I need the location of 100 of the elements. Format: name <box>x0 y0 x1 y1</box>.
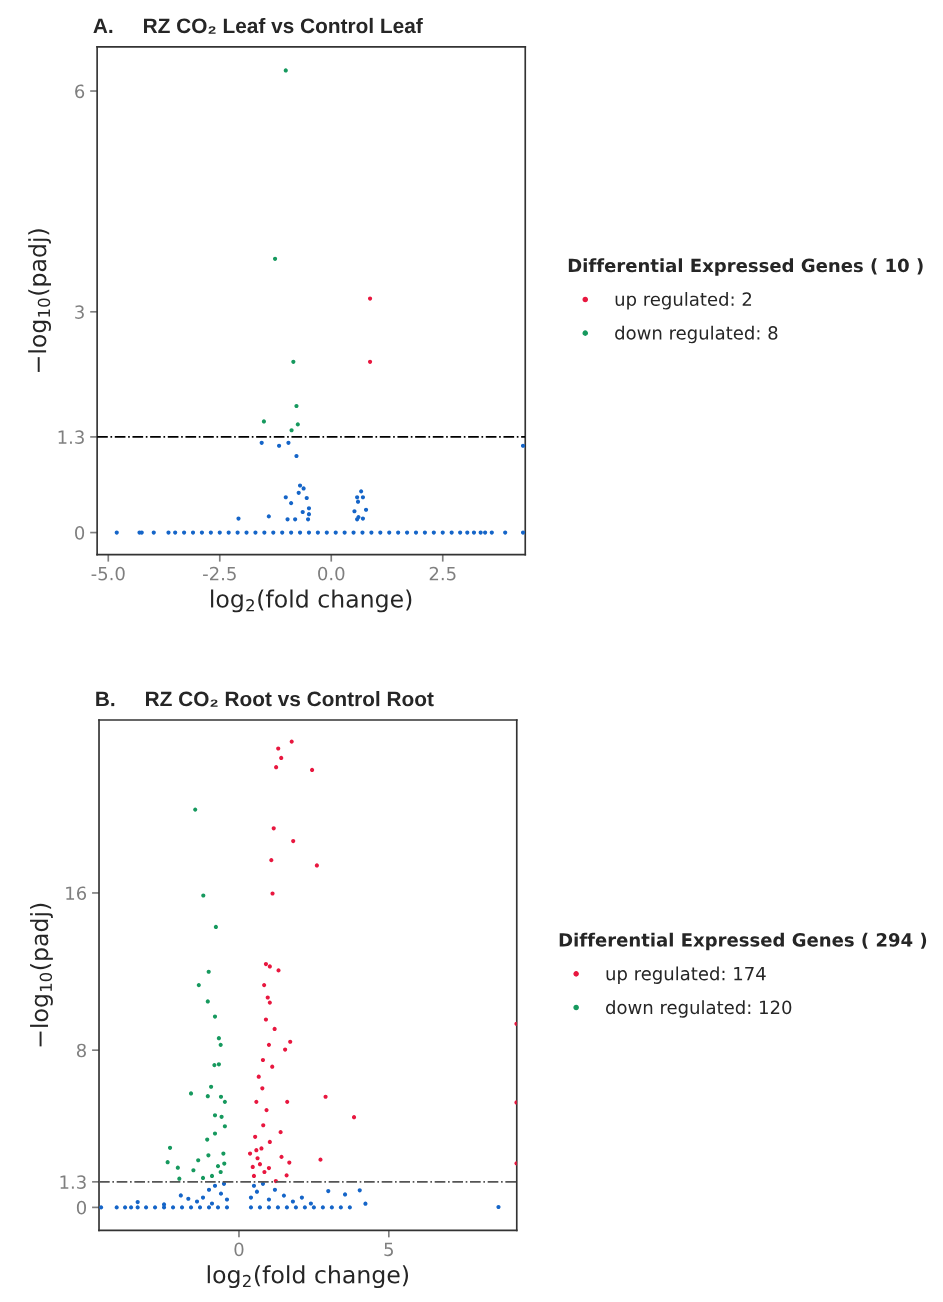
legend-label: up regulated: 2 <box>615 292 752 310</box>
point <box>218 1191 224 1196</box>
point <box>326 1189 331 1194</box>
point <box>261 1123 266 1128</box>
point <box>274 765 279 770</box>
point <box>224 1205 230 1210</box>
point <box>270 891 275 896</box>
point <box>338 1205 343 1210</box>
y-tick-label: 16 <box>66 886 87 901</box>
point <box>357 1188 362 1193</box>
point <box>254 1189 260 1194</box>
point <box>114 1205 119 1210</box>
point <box>206 969 211 974</box>
point <box>224 1197 230 1202</box>
point <box>191 1168 196 1173</box>
point <box>254 1148 259 1153</box>
point <box>253 1134 258 1139</box>
y-tick-label: 1.3 <box>58 430 84 445</box>
point <box>302 1205 307 1210</box>
point <box>267 964 272 969</box>
point <box>281 1193 286 1198</box>
point <box>256 1074 261 1079</box>
point <box>262 1169 267 1175</box>
point <box>123 1205 128 1210</box>
point <box>272 1026 277 1032</box>
y-axis-title: −log$_{10}$(padj) <box>30 903 53 1047</box>
point <box>272 256 278 261</box>
point <box>299 1195 304 1200</box>
point <box>262 983 267 988</box>
point <box>129 1205 134 1210</box>
y-axis-title: −log$_{10}$(padj) <box>28 229 51 372</box>
point <box>257 1205 263 1210</box>
point <box>193 807 198 812</box>
point <box>295 422 300 427</box>
chart-title: A. RZ CO₂ Leaf vs Control Leaf <box>93 17 423 34</box>
point <box>265 995 270 1000</box>
point <box>135 1205 140 1210</box>
point <box>260 1057 266 1063</box>
point <box>284 1205 289 1210</box>
point <box>266 1205 272 1210</box>
point <box>264 1108 269 1113</box>
point <box>288 1039 293 1044</box>
x-axis-title: log$_{2}$(fold change) <box>211 589 412 613</box>
point <box>196 1158 201 1163</box>
point <box>247 1151 253 1156</box>
point <box>218 1042 223 1047</box>
point <box>216 1036 221 1041</box>
point <box>219 1114 224 1119</box>
point <box>285 1099 290 1104</box>
point <box>170 1205 176 1210</box>
point <box>367 359 373 364</box>
point <box>177 1176 182 1181</box>
y-tick-label: 3 <box>75 305 84 319</box>
point <box>266 1166 272 1171</box>
point <box>351 1115 357 1120</box>
point <box>257 1162 263 1167</box>
point <box>261 419 266 424</box>
point <box>294 403 299 409</box>
point <box>347 1205 352 1210</box>
point <box>197 1205 203 1210</box>
point <box>291 359 296 364</box>
point <box>329 1205 334 1210</box>
point <box>205 1094 210 1099</box>
point <box>216 1062 221 1067</box>
point <box>283 1047 288 1052</box>
point <box>255 1156 260 1161</box>
point <box>270 1064 275 1069</box>
point <box>289 739 294 744</box>
point <box>248 1205 254 1210</box>
point <box>290 1199 295 1204</box>
point <box>267 1139 272 1145</box>
y-tick-label: 6 <box>75 84 85 99</box>
point <box>276 746 281 751</box>
point <box>167 1145 173 1150</box>
chart-title: B. RZ CO₂ Root vs Control Root <box>96 691 434 707</box>
point <box>152 1205 158 1210</box>
y-tick-label: 0 <box>76 1200 87 1215</box>
point <box>206 1205 212 1210</box>
point <box>367 296 373 301</box>
point <box>263 962 269 967</box>
point <box>215 1164 221 1169</box>
point <box>283 68 288 73</box>
y-tick-label: 8 <box>76 1043 86 1058</box>
point <box>278 1130 283 1135</box>
point <box>218 1094 224 1099</box>
point <box>254 1099 259 1104</box>
point <box>212 1113 218 1118</box>
legend-label: down regulated: 120 <box>606 1000 792 1018</box>
point <box>251 1173 257 1179</box>
point <box>250 1164 255 1169</box>
point <box>215 1205 221 1210</box>
point <box>200 1195 206 1200</box>
x-axis-title: log$_{2}$(fold change) <box>207 1265 409 1289</box>
point <box>209 1201 215 1206</box>
point <box>266 1197 272 1202</box>
point <box>272 1187 278 1192</box>
point <box>267 1000 272 1005</box>
point <box>143 1205 149 1210</box>
point <box>196 983 201 988</box>
point <box>209 1084 214 1089</box>
